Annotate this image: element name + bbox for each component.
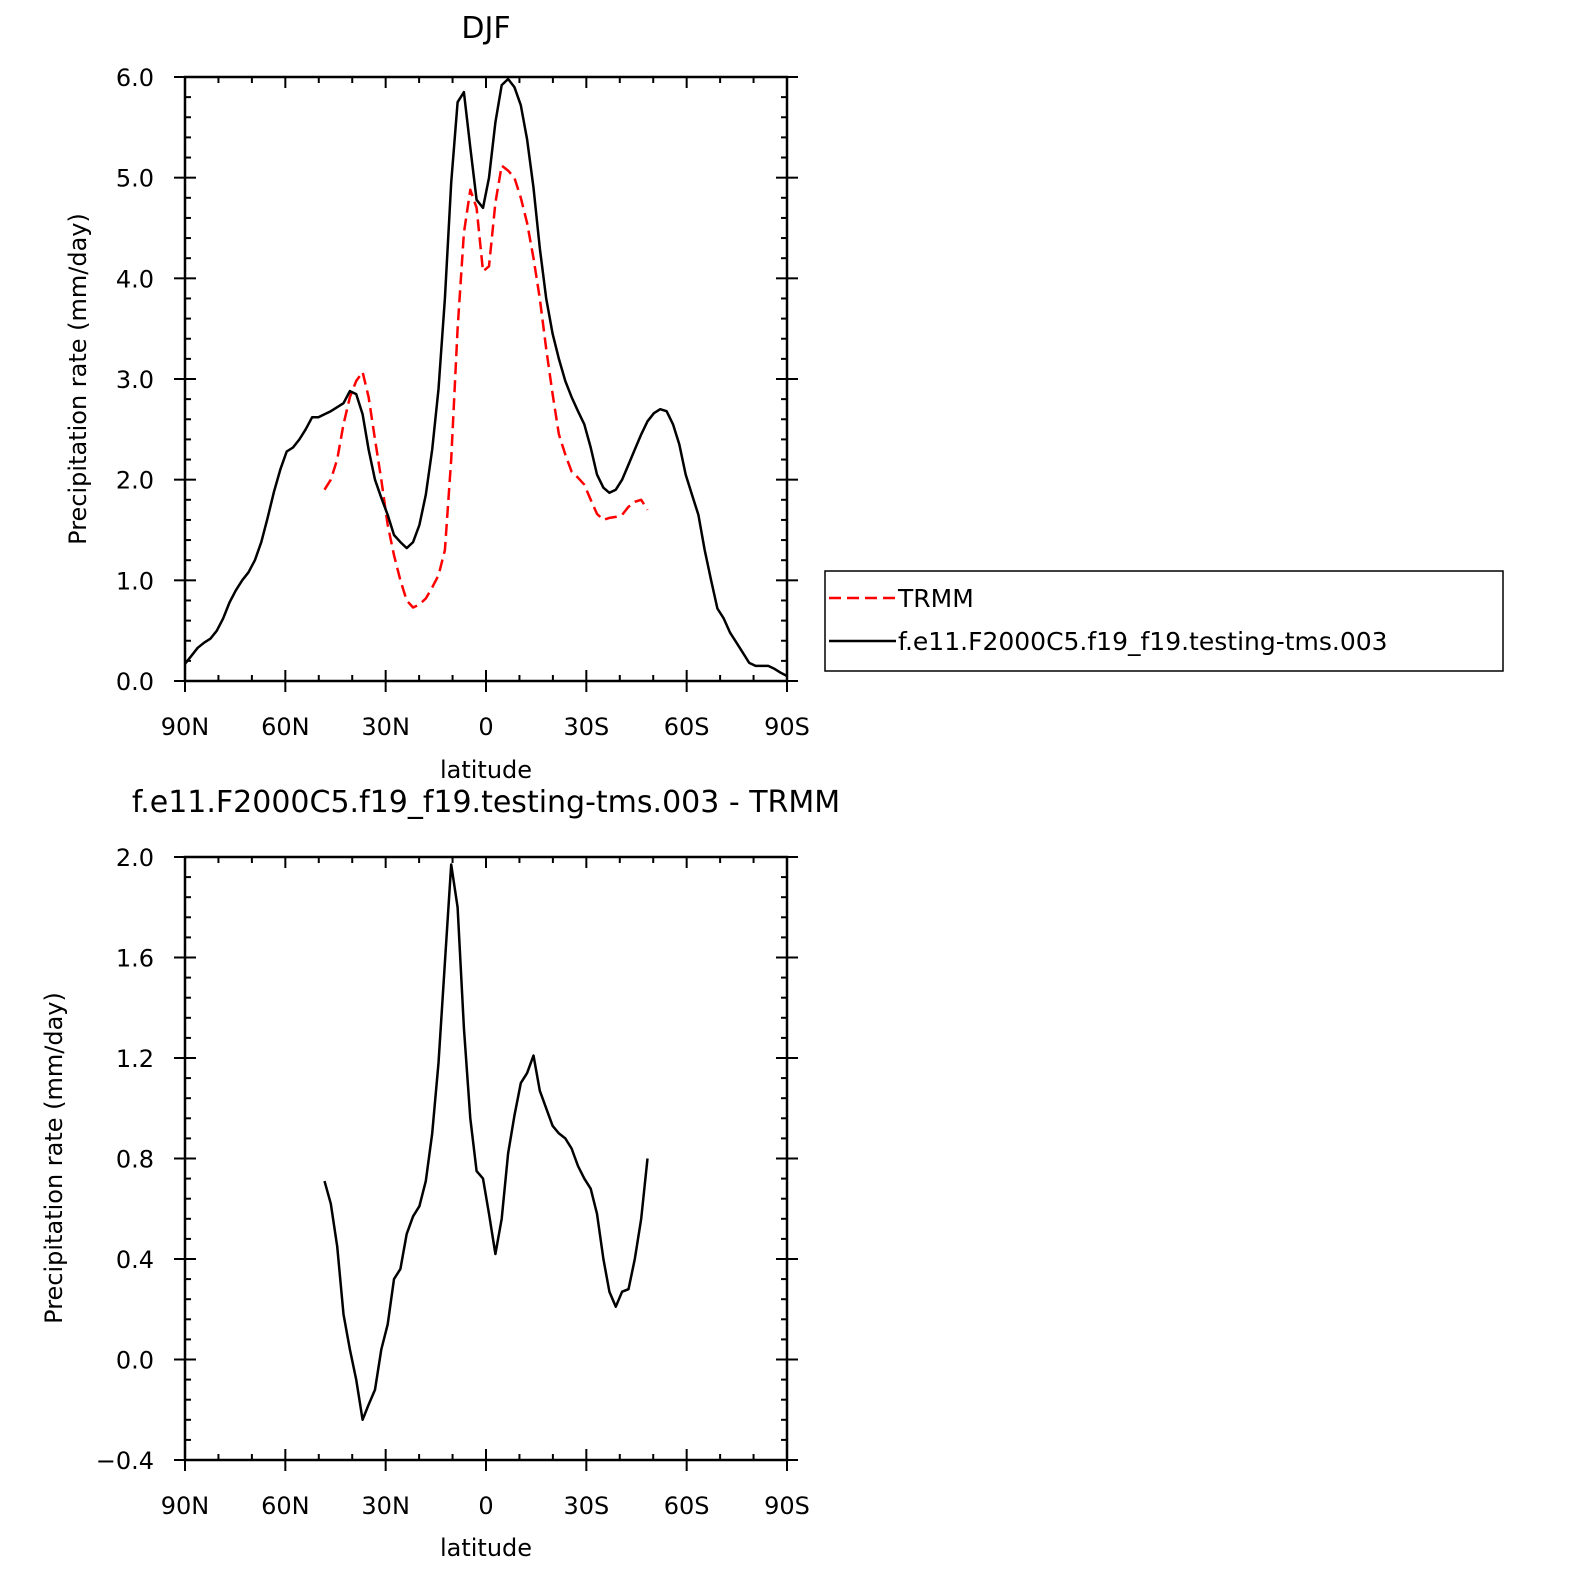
y-tick-label: 5.0 (116, 165, 154, 193)
x-tick-label: 60S (664, 1492, 710, 1520)
x-tick-label: 30S (563, 713, 609, 741)
legend-box (824, 570, 1504, 672)
series-line-1 (323, 863, 649, 1422)
panel-bottom-ylabel: Precipitation rate (mm/day) (40, 992, 68, 1324)
x-tick-label: 30S (563, 1492, 609, 1520)
y-tick-label: 3.0 (116, 366, 154, 394)
panel-bottom-xlabel: latitude (440, 1534, 532, 1562)
x-tick-label: 60N (261, 713, 310, 741)
x-tick-label: 30N (361, 1492, 410, 1520)
x-tick-label: 0 (478, 1492, 493, 1520)
series-line-1 (323, 164, 649, 609)
y-tick-label: 0.0 (116, 668, 154, 696)
y-tick-label: −0.4 (96, 1447, 154, 1475)
y-tick-label: 0.0 (116, 1347, 154, 1375)
panel-bottom-tick-labels: 90N 60N 30N 0 30S 60S 90S −0.4 0.0 0.4 0.8 1.2 1.6 2.… (96, 844, 810, 1520)
panel-difference: f.e11.F2000C5.f19_f19.testing-tms.003 - … (40, 785, 840, 1562)
legend-label-model: f.e11.F2000C5.f19_f19.testing-tms.003 (898, 627, 1388, 656)
series-line-2 (184, 77, 788, 678)
panel-bottom-series (323, 863, 649, 1422)
y-tick-label: 1.0 (116, 567, 154, 595)
x-tick-label: 90N (161, 1492, 210, 1520)
panel-top-xlabel: latitude (440, 756, 532, 784)
y-tick-label: 1.6 (116, 945, 154, 973)
y-tick-label: 2.0 (116, 467, 154, 495)
x-tick-label: 60S (664, 713, 710, 741)
legend-label-trmm: TRMM (897, 584, 974, 613)
y-tick-label: 0.8 (116, 1146, 154, 1174)
x-tick-label: 90S (764, 713, 810, 741)
y-tick-label: 6.0 (116, 64, 154, 92)
panel-top-ticks (174, 76, 798, 692)
y-tick-label: 0.4 (116, 1246, 154, 1274)
panel-top-ylabel: Precipitation rate (mm/day) (64, 213, 92, 545)
panel-top-tick-labels: 90N 60N 30N 0 30S 60S 90S 0.0 1.0 2.0 3.0 4.0 5.0 6.0 (116, 64, 810, 741)
panel-bottom-title: f.e11.F2000C5.f19_f19.testing-tms.003 - … (132, 785, 840, 820)
panel-top-title: DJF (461, 11, 510, 46)
legend: TRMM f.e11.F2000C5.f19_f19.testing-tms.0… (824, 570, 1504, 672)
panel-top-frame (183, 75, 789, 683)
panel-top-series (184, 77, 788, 678)
x-tick-label: 60N (261, 1492, 310, 1520)
x-tick-label: 90N (161, 713, 210, 741)
panel-djf: DJF 90N 60N 30N 0 30S 60S 90S 0.0 1.0 2.0 3.0 4.0 5.… (64, 11, 810, 784)
panel-bottom-ticks (174, 856, 798, 1471)
x-tick-label: 90S (764, 1492, 810, 1520)
x-tick-label: 0 (478, 713, 493, 741)
y-tick-label: 1.2 (116, 1045, 154, 1073)
panel-bottom-frame (183, 855, 789, 1462)
x-tick-label: 30N (361, 713, 410, 741)
y-tick-label: 2.0 (116, 844, 154, 872)
y-tick-label: 4.0 (116, 265, 154, 293)
